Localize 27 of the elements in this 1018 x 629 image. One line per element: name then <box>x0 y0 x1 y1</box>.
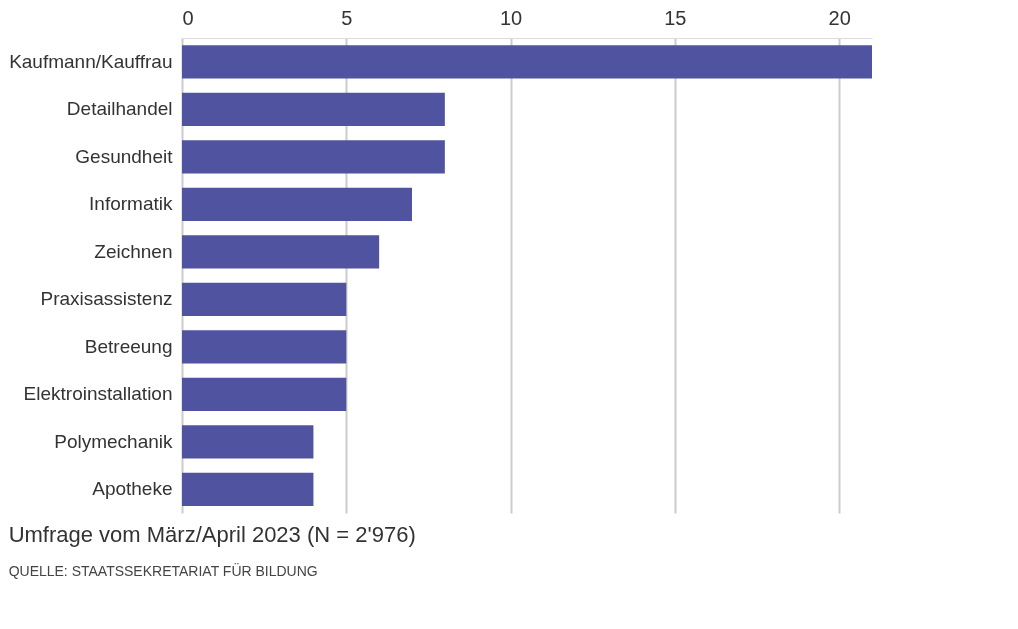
bar <box>182 472 314 506</box>
bar <box>182 425 314 459</box>
y-tick-label: Polymechanik <box>54 430 173 452</box>
bar <box>182 45 872 79</box>
x-tick-label: 20 <box>828 6 851 29</box>
y-tick-label: Apotheke <box>92 478 173 500</box>
x-tick-label: 15 <box>664 6 687 29</box>
y-tick-label: Informatik <box>89 193 173 215</box>
y-tick-label: Praxisassistenz <box>40 288 173 310</box>
y-tick-label: Kaufmann/Kauffrau <box>9 50 173 72</box>
x-tick-label: 10 <box>499 6 523 29</box>
y-tick-label: Detailhandel <box>66 98 173 120</box>
x-tick-label: 0 <box>182 6 194 29</box>
y-tick-label: Elektroinstallation <box>23 383 173 405</box>
bar <box>182 140 445 174</box>
source-note: QUELLE: STAATSSEKRETARIAT FÜR BILDUNG <box>8 562 318 579</box>
bar <box>182 282 347 316</box>
x-tick-label: 5 <box>341 6 353 29</box>
text: Umfrage vom März/April 2023 (N = 2'976) <box>8 522 416 547</box>
bar <box>182 187 412 221</box>
bar <box>182 235 380 269</box>
y-tick-label: Gesundheit <box>75 145 174 167</box>
bar <box>182 92 445 126</box>
bar <box>182 330 347 364</box>
y-tick-label: Zeichnen <box>94 240 173 262</box>
bar <box>182 377 347 411</box>
y-tick-label: Betreeung <box>84 335 173 357</box>
